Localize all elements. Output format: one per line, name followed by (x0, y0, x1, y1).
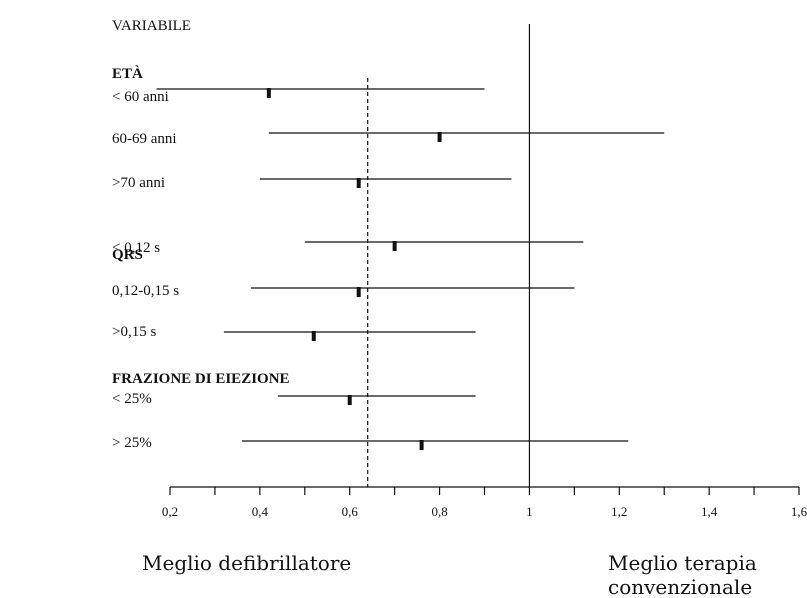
estimate-marker (392, 241, 397, 251)
estimate-marker (311, 331, 316, 341)
footer-right-label-line1: Meglio terapia (608, 551, 757, 575)
x-tick-label: 1,6 (791, 504, 807, 519)
x-tick-label: 0,6 (342, 504, 359, 519)
row-label: 0,12-0,15 s (112, 283, 179, 299)
row-label: > 25% (112, 435, 152, 451)
x-tick-label: 1 (526, 504, 533, 519)
footer-right-label-line2: convenzionale (608, 575, 752, 598)
estimate-marker (356, 178, 361, 188)
group-label: ETÀ (112, 65, 143, 82)
estimate-marker (356, 287, 361, 297)
x-tick-label: 1,2 (611, 504, 627, 519)
estimate-marker (347, 395, 352, 405)
x-tick-label: 0,2 (162, 504, 178, 519)
estimate-marker (437, 132, 442, 142)
footer-left-label: Meglio defibrillatore (142, 551, 351, 575)
estimate-marker (419, 440, 424, 450)
x-tick-label: 0,4 (252, 504, 269, 519)
estimate-marker (266, 88, 271, 98)
forest-rows: ETÀ < 60 anni 60-69 anni >70 anni QRS< 0,12 … (112, 65, 665, 451)
row-label: < 0,12 s (112, 240, 160, 256)
x-axis: 0,2 0,4 0,6 0,8 1 1,2 1,4 1,6 (162, 486, 807, 519)
row-label: < 60 anni (112, 89, 169, 105)
column-header: VARIABILE (112, 18, 191, 34)
row-label: >70 anni (112, 175, 165, 191)
row-label: 60-69 anni (112, 131, 177, 147)
group-label: QRS (112, 247, 143, 263)
row-label: < 25% (112, 391, 152, 407)
x-tick-label: 0,8 (431, 504, 447, 519)
group-label: FRAZIONE DI EIEZIONE (112, 371, 290, 387)
row-label: >0,15 s (112, 324, 156, 340)
x-tick-label: 1,4 (701, 504, 718, 519)
